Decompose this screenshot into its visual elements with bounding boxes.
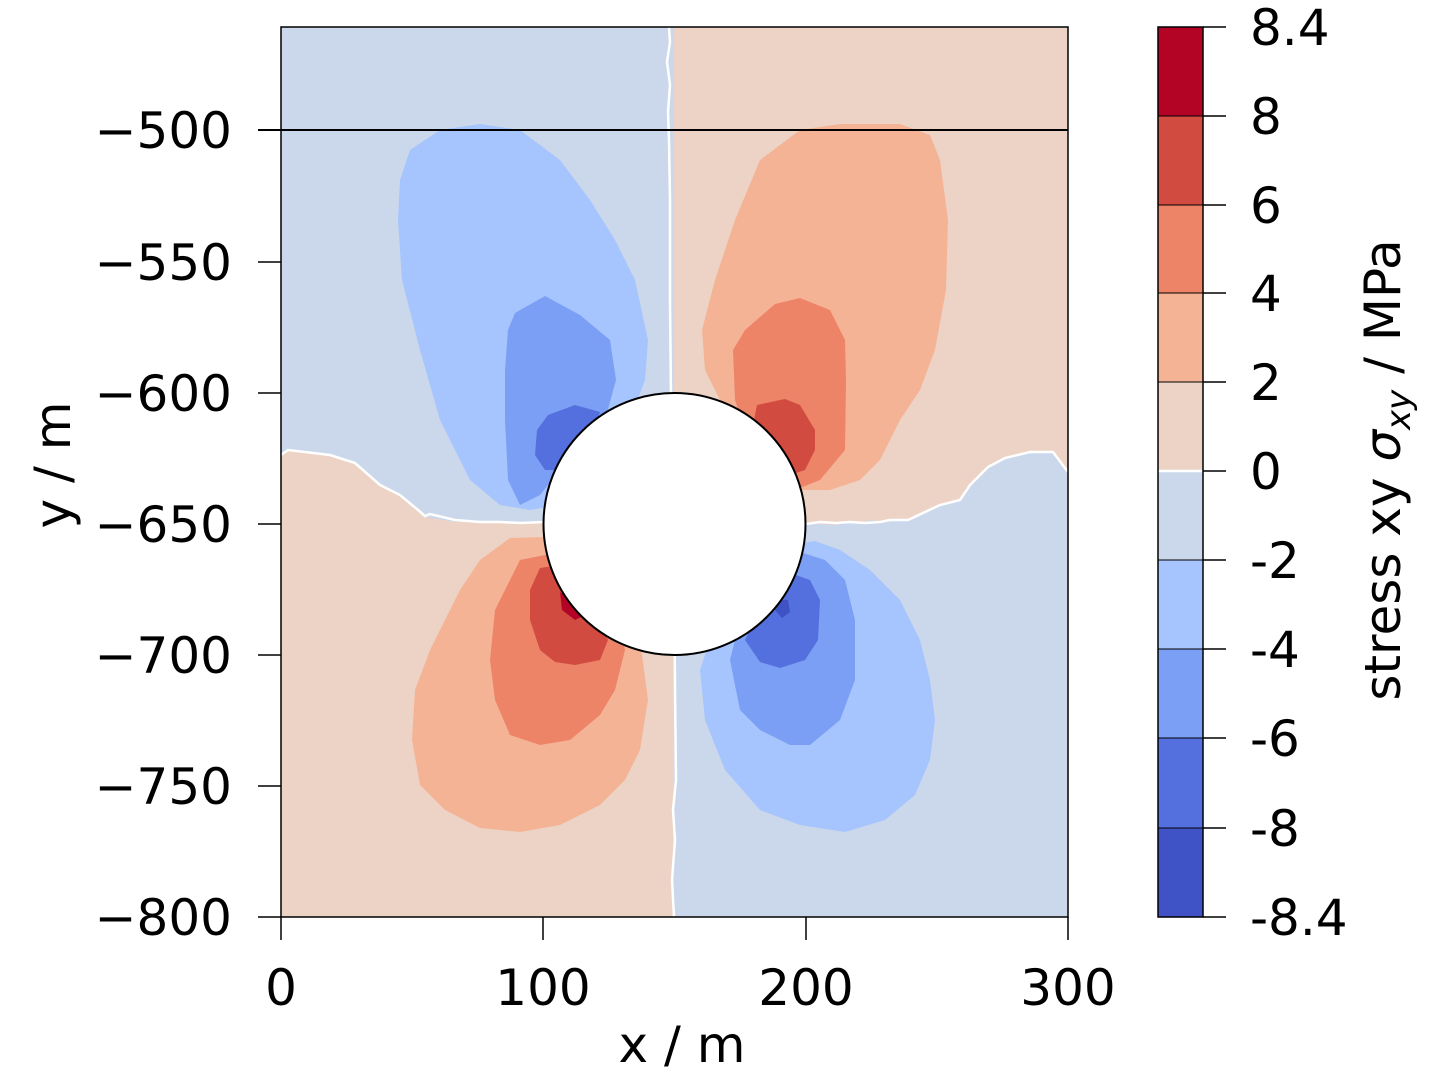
- y-tick-label: −650: [95, 496, 232, 554]
- zero-contour-vertical-bottom: [670, 523, 678, 917]
- colorbar-tick-label: -8.4: [1250, 889, 1348, 947]
- colorbar-ticks: [1203, 26, 1226, 918]
- zero-contour-right: [805, 450, 1068, 526]
- colorbar: 8.4 8 6 4 2 0 -2 -4 -6 -8 -8.4 stress xy…: [1157, 0, 1419, 947]
- colorbar-bin: [1158, 649, 1203, 738]
- y-axis-label: y / m: [24, 402, 82, 529]
- colorbar-bin: [1158, 471, 1203, 560]
- colorbar-tick-label: -2: [1250, 532, 1300, 590]
- colorbar-label: stress xy σxy / MPa: [1354, 239, 1419, 700]
- x-tick-label: 0: [265, 959, 297, 1017]
- x-tick-labels: 0 100 200 300: [265, 959, 1116, 1017]
- lobe-upper-left-level-2: [505, 296, 616, 505]
- colorbar-frame: [1157, 26, 1204, 918]
- colorbar-tick-label: 8: [1250, 88, 1282, 146]
- colorbar-tick-label: 0: [1250, 443, 1282, 501]
- y-tick-label: −750: [95, 758, 232, 816]
- x-axis-label: x / m: [619, 1016, 746, 1074]
- y-axis: [258, 129, 281, 918]
- x-tick-label: 100: [495, 959, 590, 1017]
- colorbar-tick-label: -4: [1250, 621, 1300, 679]
- lobe-lower-right-level-3: [745, 573, 820, 668]
- colorbar-tick-label: 4: [1250, 265, 1282, 323]
- colorbar-tick-label: 2: [1250, 354, 1282, 412]
- x-tick-label: 200: [758, 959, 853, 1017]
- y-tick-label: −500: [95, 102, 232, 160]
- y-tick-label: −800: [95, 889, 232, 947]
- colorbar-bin: [1158, 116, 1203, 205]
- y-tick-label: −600: [95, 365, 232, 423]
- plot-area: [281, 27, 1068, 917]
- plot-frame: [280, 26, 1069, 918]
- colorbar-tick-labels: 8.4 8 6 4 2 0 -2 -4 -6 -8 -8.4: [1250, 0, 1348, 947]
- y-tick-label: −700: [95, 627, 232, 685]
- excavation-circle: [542, 392, 807, 656]
- colorbar-bin: [1158, 560, 1203, 649]
- colorbar-bin: [1158, 27, 1203, 116]
- colorbar-bin: [1158, 738, 1203, 828]
- x-tick-label: 300: [1020, 959, 1115, 1017]
- zero-contour-vertical-top: [665, 27, 676, 525]
- lobe-upper-left-level-3: [535, 405, 600, 470]
- y-tick-labels: −500 −550 −600 −650 −700 −750 −800: [95, 102, 232, 947]
- colorbar-bin: [1158, 382, 1203, 471]
- colorbar-tick-label: 6: [1250, 177, 1282, 235]
- colorbar-tick-label: -6: [1250, 710, 1300, 768]
- y-tick-label: −550: [95, 234, 232, 292]
- colorbar-label-unit: / MPa: [1354, 239, 1412, 389]
- colorbar-label-subscript: xy: [1379, 389, 1419, 431]
- colorbar-label-symbol: σ: [1354, 429, 1412, 462]
- colorbar-bin: [1158, 205, 1203, 293]
- colorbar-tick-label: -8: [1250, 800, 1300, 858]
- colorbar-bin: [1158, 293, 1203, 382]
- colorbar-label-main: stress xy: [1354, 462, 1412, 701]
- colorbar-tick-label: 8.4: [1250, 0, 1330, 57]
- x-axis: [280, 917, 1069, 940]
- colorbar-bin: [1158, 828, 1203, 917]
- zero-contour-left: [281, 448, 546, 525]
